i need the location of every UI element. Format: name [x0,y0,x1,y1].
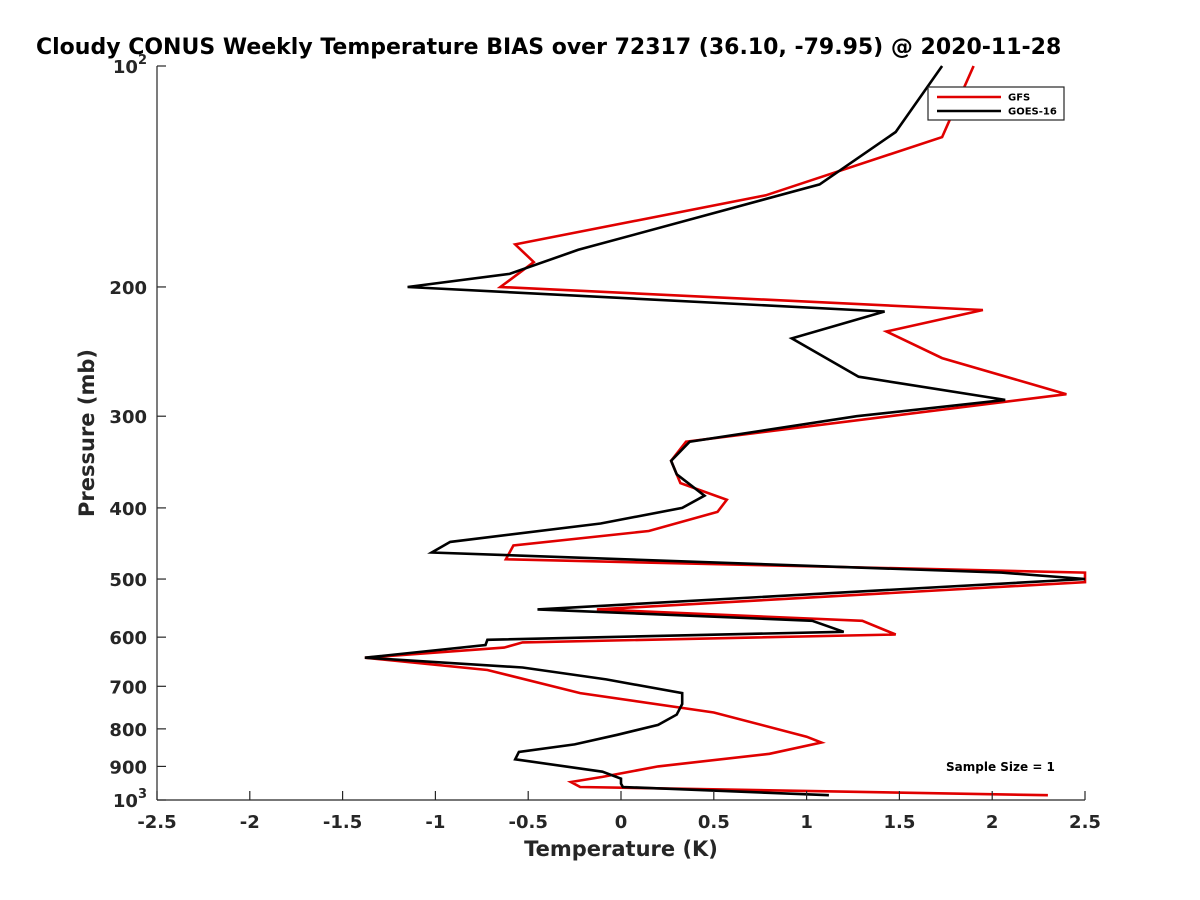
x-tick-label: -2.5 [137,812,176,833]
sample-size-annotation: Sample Size = 1 [946,760,1055,774]
y-axis-ticks: 102 200 300 400 500 600 700 800 900 103 [109,53,166,812]
y-tick-label: 900 [109,757,147,778]
legend-label: GOES-16 [1008,107,1057,118]
legend-label: GFS [1008,93,1030,104]
legend: GFS GOES-16 [927,86,1065,121]
x-axis-label: Temperature (K) [524,837,718,861]
x-tick-label: 0 [615,812,628,833]
series-group [364,65,1087,797]
y-tick-label: 300 [109,407,147,428]
y-tick-label: 200 [109,278,147,299]
x-tick-label: -2 [240,812,260,833]
series-line-gfs [364,65,1087,797]
x-tick-label: 0.5 [698,812,730,833]
x-tick-label: 2 [986,812,999,833]
y-tick-label: 103 [113,787,147,812]
y-tick-label: 800 [109,720,147,741]
plot-area: -2.5 -2 -1.5 -1 -0.5 0 0.5 1 1.5 2 2.5 102 200 300 40… [109,53,1101,833]
y-tick-label: 400 [109,499,147,520]
x-tick-label: 2.5 [1069,812,1101,833]
x-tick-label: 1 [800,812,813,833]
chart-title: Cloudy CONUS Weekly Temperature BIAS ove… [36,35,1061,60]
y-tick-label: 600 [109,628,147,649]
x-tick-label: -0.5 [509,812,548,833]
y-tick-label: 102 [113,53,147,78]
y-axis-label: Pressure (mb) [75,349,99,517]
legend-box [927,86,1065,121]
x-tick-label: -1.5 [323,812,362,833]
y-tick-label: 700 [109,677,147,698]
x-tick-label: -1 [425,812,445,833]
y-tick-label: 500 [109,570,147,591]
x-tick-label: 1.5 [883,812,915,833]
series-line-goes-16 [364,65,1086,797]
x-axis-ticks: -2.5 -2 -1.5 -1 -0.5 0 0.5 1 1.5 2 2.5 [137,791,1101,833]
